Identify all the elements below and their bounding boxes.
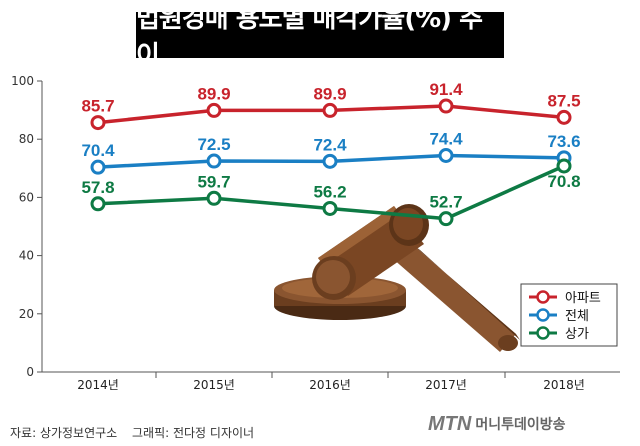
x-tick-label: 2016년 [309,378,351,392]
legend-label: 상가 [565,327,589,342]
data-label: 89.9 [197,84,230,103]
data-point [90,196,106,212]
data-label: 73.6 [547,132,580,151]
x-tick-label: 2014년 [77,378,119,392]
data-point [438,98,454,114]
x-tick-label: 2015년 [193,378,235,392]
data-point [556,109,572,125]
data-label: 74.4 [429,129,463,148]
data-point [322,153,338,169]
data-point [438,211,454,227]
data-label: 89.9 [313,84,346,103]
x-tick-label: 2018년 [543,378,585,392]
mtn-logo: MTN [428,412,472,435]
data-point [438,147,454,163]
data-point [556,158,572,174]
data-point [322,200,338,216]
legend-marker [536,326,550,340]
y-tick-label: 0 [26,365,34,379]
data-label: 72.5 [197,135,230,154]
y-tick-label: 40 [19,249,34,263]
x-tick-label: 2017년 [425,378,467,392]
data-label: 91.4 [429,80,463,99]
graphic-credit: 그래픽: 전다정 디자이너 [132,426,255,440]
brand-logo: MTN 머니투데이방송 [428,412,566,436]
data-label: 57.8 [81,178,114,197]
data-point [90,115,106,131]
legend-label: 전체 [565,309,589,324]
chart-title-box: 법원경매 용도별 매각가율(%) 추이 [136,4,504,71]
legend-marker [536,290,550,304]
brand-name: 머니투데이방송 [475,417,566,433]
data-label: 85.7 [81,97,114,116]
gavel-icon [274,204,520,352]
y-tick-label: 20 [19,307,34,321]
y-tick-label: 80 [19,132,34,146]
data-label: 70.8 [547,172,580,191]
data-label: 56.2 [313,182,346,201]
data-point [206,102,222,118]
data-label: 70.4 [81,141,115,160]
legend-marker [536,308,550,322]
data-point [322,102,338,118]
y-tick-label: 60 [19,190,34,204]
y-tick-label: 100 [11,74,34,88]
data-label: 59.7 [197,172,230,191]
data-label: 52.7 [429,193,462,212]
data-point [206,153,222,169]
data-point [206,190,222,206]
data-point [90,159,106,175]
legend-label: 아파트 [565,291,601,306]
source-note: 자료: 상가정보연구소 [10,426,118,440]
data-label: 72.4 [313,135,347,154]
data-label: 87.5 [547,91,580,110]
chart-title: 법원경매 용도별 매각가율(%) 추이 [136,4,483,71]
